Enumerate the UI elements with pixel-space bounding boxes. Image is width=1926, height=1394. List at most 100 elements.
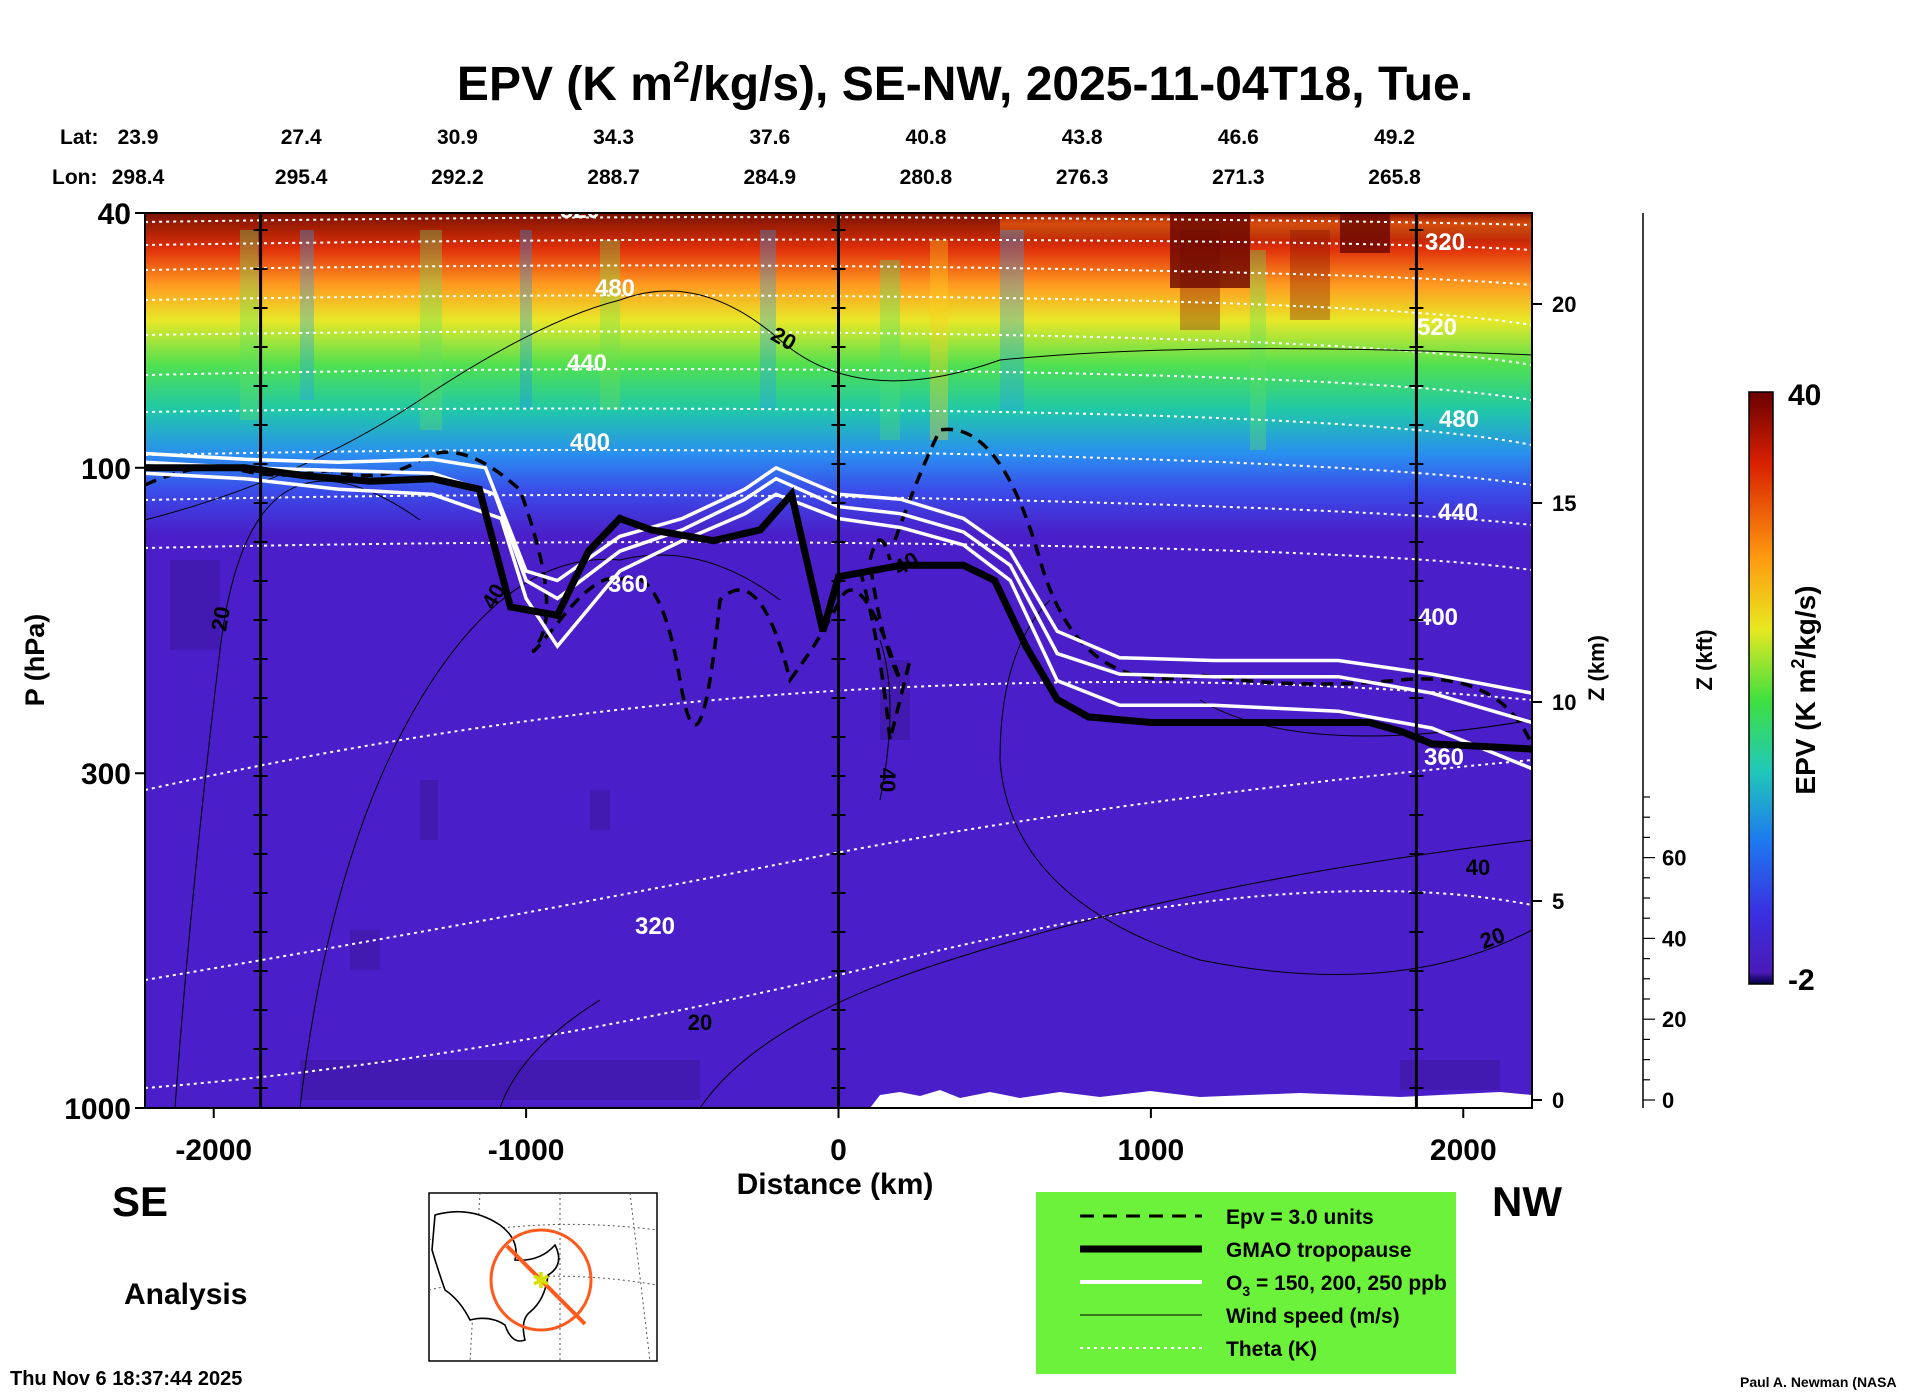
theta-label: 520 [1417, 314, 1457, 341]
theta-contour-line [145, 759, 1532, 981]
timestamp: Thu Nov 6 18:37:44 2025 [10, 1368, 243, 1390]
colorbar-label: EPV (K m2/kg/s) [1788, 585, 1821, 794]
wind-label: 40 [875, 768, 900, 792]
z-km-tick-label: 5 [1552, 889, 1564, 914]
z-km-tick-label: 0 [1552, 1088, 1564, 1113]
z-kft-label: Z (kft) [1692, 629, 1717, 690]
x-tick-label: -1000 [488, 1134, 565, 1167]
lon-value: 292.2 [431, 166, 484, 189]
se-label: SE [112, 1178, 169, 1225]
analysis-label: Analysis [124, 1278, 248, 1311]
legend-item: Theta (K) [1080, 1338, 1317, 1361]
colorbar: 40 -2 EPV (K m2/kg/s) [1748, 379, 1821, 997]
theta-contours [145, 216, 1532, 1089]
lat-value: 46.6 [1218, 126, 1259, 149]
legend-label: Wind speed (m/s) [1226, 1305, 1400, 1328]
wind-speed-contour-line [299, 554, 781, 1108]
wind-speed-contour-line [1199, 699, 1532, 737]
y-axis: 40 100 300 1000 [64, 198, 145, 1126]
wind-label: 40 [1466, 855, 1490, 880]
lat-value: 27.4 [281, 126, 322, 149]
x-tick-label: 1000 [1118, 1134, 1185, 1167]
lon-value: 265.8 [1368, 166, 1421, 189]
wind-speed-contour-line [879, 639, 891, 801]
legend-label: Theta (K) [1226, 1338, 1317, 1361]
epv-contour-line [893, 427, 1532, 746]
theta-label: 320 [1425, 229, 1465, 256]
z-km-axis: 20 15 10 5 0 [1532, 292, 1576, 1113]
tropopause-path [145, 464, 1532, 753]
z-km-tick-label: 15 [1552, 491, 1576, 516]
z-km-tick-label: 20 [1552, 292, 1576, 317]
legend-item: GMAO tropopause [1080, 1239, 1412, 1262]
wind-label: 20 [688, 1010, 712, 1035]
wind-speed-contour-line [499, 999, 601, 1108]
z-kft-tick-label: 0 [1662, 1088, 1674, 1113]
theta-contour-line [145, 890, 1532, 1089]
theta-label: 480 [595, 275, 635, 302]
latlon-header: Lat: Lon: 23.9 27.4 30.9 34.3 37.6 40.8 43.8 46… [52, 126, 1421, 189]
legend-label: GMAO tropopause [1226, 1239, 1412, 1262]
ozone-contour-line [145, 451, 1532, 695]
troposphere-patches [170, 560, 1500, 1100]
wind-speed-contour-line [999, 599, 1532, 976]
section-markers [253, 213, 1424, 1108]
x-axis-label: Distance (km) [737, 1168, 934, 1201]
theta-label: 520 [560, 197, 600, 224]
lat-value: 23.9 [118, 126, 159, 149]
legend: Epv = 3.0 units GMAO tropopause O3 = 150, … [1036, 1192, 1456, 1374]
legend-item: O3 = 150, 200, 250 ppb [1080, 1272, 1447, 1299]
lon-value: 284.9 [743, 166, 796, 189]
theta-label: 400 [570, 429, 610, 456]
wind-speed-contour-line [699, 839, 1532, 1108]
theta-label: 440 [567, 350, 607, 377]
wind-speed-contours [145, 290, 1532, 1108]
lat-value: 30.9 [437, 126, 478, 149]
colorbar-max: 40 [1788, 379, 1821, 412]
center-star-icon: ✱ [532, 1269, 550, 1294]
y-tick-label: 100 [81, 453, 131, 486]
x-tick-label: 0 [830, 1134, 847, 1167]
z-km-label: Z (km) [1584, 635, 1609, 701]
lat-value: 49.2 [1374, 126, 1415, 149]
theta-label: 440 [1438, 499, 1478, 526]
theta-label: 360 [608, 571, 648, 598]
z-kft-axis: 60 40 20 0 [1642, 213, 1686, 1113]
colorbar-min: -2 [1788, 964, 1815, 997]
credit: Paul A. Newman (NASA [1740, 1374, 1897, 1390]
z-km-tick-label: 10 [1552, 690, 1576, 715]
lon-value: 276.3 [1056, 166, 1109, 189]
theta-label: 400 [1418, 604, 1458, 631]
lat-value: 40.8 [906, 126, 947, 149]
z-kft-tick-label: 40 [1662, 926, 1686, 951]
legend-label: O3 = 150, 200, 250 ppb [1226, 1272, 1447, 1299]
theta-contour-line [145, 681, 1532, 791]
lon-label: Lon: [52, 166, 97, 189]
x-tick-label: 2000 [1430, 1134, 1497, 1167]
lat-label: Lat: [60, 126, 99, 149]
y-axis-label: P (hPa) [20, 614, 50, 707]
lon-value: 295.4 [275, 166, 328, 189]
wind-speed-contour-line [174, 480, 421, 1108]
map-circle [489, 1228, 593, 1332]
x-axis: -2000 -1000 0 1000 2000 [175, 1108, 1497, 1167]
lon-value: 298.4 [112, 166, 165, 189]
lat-value: 34.3 [593, 126, 634, 149]
legend-label: Epv = 3.0 units [1226, 1206, 1374, 1229]
theta-label: 320 [635, 913, 675, 940]
lat-value: 37.6 [749, 126, 790, 149]
y-tick-label: 1000 [64, 1093, 131, 1126]
theta-label: 360 [1424, 744, 1464, 771]
ground-mask [870, 1090, 1532, 1108]
legend-item: Epv = 3.0 units [1080, 1206, 1374, 1229]
wind-label: 20 [206, 604, 235, 632]
ozone-contour-line [145, 471, 1532, 771]
y-tick-label: 40 [98, 198, 131, 231]
epv-contour-line [858, 569, 912, 741]
chart-title: EPV (K m2/kg/s), SE-NW, 2025-11-04T18, T… [457, 56, 1473, 111]
nw-label: NW [1492, 1178, 1562, 1225]
continent-outline [431, 1210, 560, 1342]
lon-value: 288.7 [587, 166, 640, 189]
legend-item: Wind speed (m/s) [1080, 1305, 1400, 1328]
